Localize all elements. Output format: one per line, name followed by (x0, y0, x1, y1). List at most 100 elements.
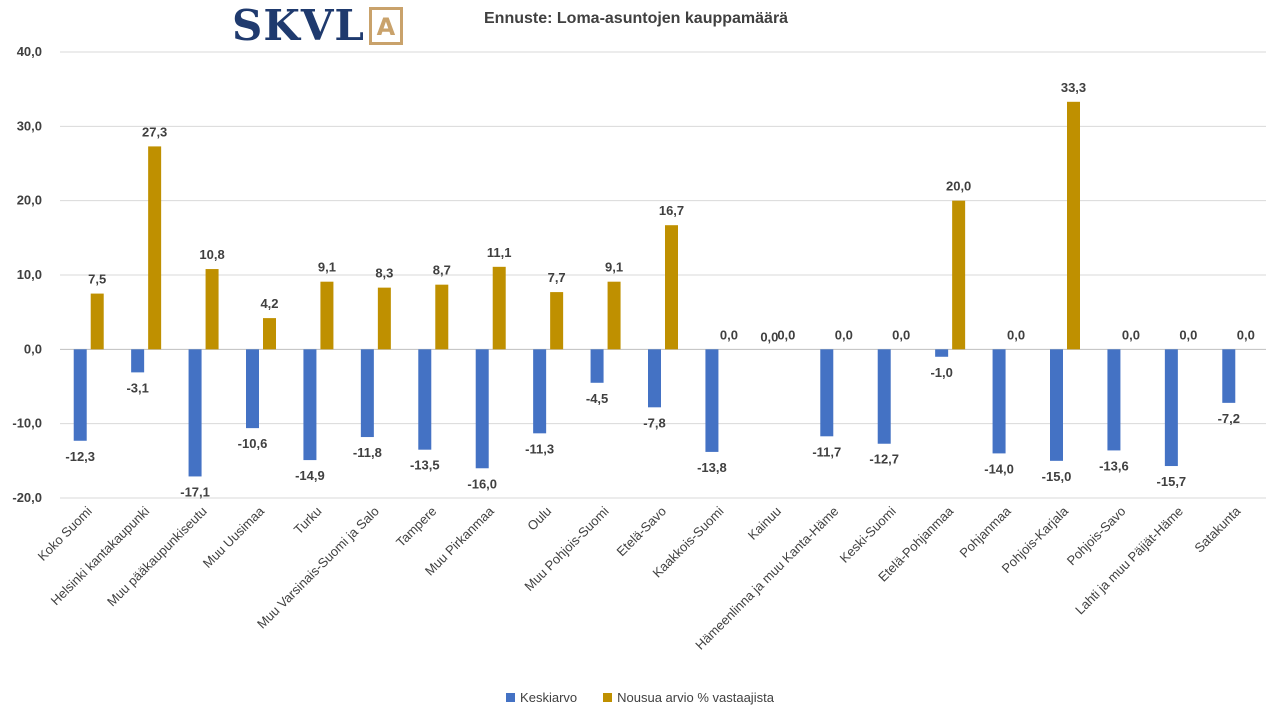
data-label-series-2: 27,3 (142, 124, 167, 139)
data-label-series-1: -14,0 (984, 461, 1014, 476)
data-label-series-1: -7,8 (643, 415, 665, 430)
data-label-series-2: 9,1 (318, 260, 336, 275)
data-label-series-2: 10,8 (199, 247, 224, 262)
x-tick-label: Pohjois-Savo (1064, 504, 1129, 569)
bar-keskiarvo (131, 349, 145, 373)
legend: Keskiarvo Nousua arvio % vastaajista (0, 690, 1280, 705)
x-tick-label: Oulu (524, 504, 554, 534)
x-tick-label: Muu Uusimaa (200, 503, 268, 571)
bar-keskiarvo (360, 349, 374, 438)
x-tick-label: Keski-Suomi (837, 503, 899, 565)
bar-keskiarvo (1050, 349, 1063, 461)
data-label-series-1: -15,7 (1157, 474, 1187, 489)
data-label-series-2: 0,0 (835, 327, 853, 342)
bar-series-2 (205, 269, 219, 350)
data-label-series-1: -17,1 (180, 484, 210, 499)
y-tick-label: 10,0 (17, 267, 42, 282)
data-label-series-2: 0,0 (1237, 327, 1255, 342)
x-tick-label: Turku (291, 504, 325, 538)
data-label-series-1: -11,3 (525, 441, 554, 456)
logo-text: SKVL (232, 1, 365, 50)
skvl-logo: SKVL A (232, 4, 403, 48)
y-tick-label: -10,0 (12, 416, 42, 431)
bar-chart: -20,0 -10,0 0,0 10,0 20,0 30,0 40,0 -12,3 7,5 Kok… (12, 44, 1266, 653)
legend-swatch-series-2 (603, 693, 613, 702)
data-label-series-2: 9,1 (605, 260, 623, 275)
data-label-series-1: -13,5 (410, 458, 440, 473)
bar-keskiarvo (418, 349, 432, 450)
data-label-series-2: 8,7 (433, 263, 451, 278)
bar-series-2 (90, 293, 104, 350)
bar-keskiarvo (877, 349, 891, 444)
bar-keskiarvo (705, 349, 719, 452)
data-label-series-1: -7,2 (1218, 411, 1240, 426)
x-tick-label: Muu Varsinais-Suomi ja Salo (254, 504, 382, 632)
data-label-series-2: 20,0 (946, 179, 971, 194)
data-label-series-1: -4,5 (586, 391, 608, 406)
data-label-series-1: -12,3 (65, 449, 95, 464)
data-label-series-1: -1,0 (930, 365, 952, 380)
bar-series-2 (377, 287, 391, 350)
x-tick-label: Pohjanmaa (957, 503, 1015, 561)
data-label-series-1: 0,0 (760, 329, 778, 344)
y-tick-label: 20,0 (17, 193, 42, 208)
bar-keskiarvo (1222, 349, 1236, 403)
logo-a-box: A (368, 7, 403, 45)
bar-keskiarvo (246, 349, 259, 429)
bar-series-2 (952, 200, 966, 350)
x-tick-label: Lahti ja muu Päijät-Häme (1072, 504, 1186, 618)
data-label-series-1: -11,7 (812, 444, 841, 459)
data-label-series-2: 16,7 (659, 203, 684, 218)
bar-keskiarvo (303, 349, 317, 461)
bar-series-2 (320, 281, 334, 350)
bar-series-2 (148, 146, 162, 350)
bar-series-2 (550, 292, 564, 350)
x-tick-label: Satakunta (1191, 503, 1244, 556)
bar-keskiarvo (1164, 349, 1178, 467)
bar-keskiarvo (935, 349, 949, 357)
data-label-series-2: 0,0 (720, 327, 738, 342)
x-tick-label: Tampere (393, 504, 439, 550)
data-label-series-1: -11,8 (353, 445, 382, 460)
legend-label-series-2: Nousua arvio % vastaajista (617, 690, 774, 705)
bar-keskiarvo (188, 349, 202, 477)
bar-series-2 (665, 225, 678, 350)
data-label-series-1: -12,7 (869, 452, 899, 467)
bar-series-2 (607, 281, 621, 350)
bar-keskiarvo (533, 349, 547, 434)
data-label-series-1: -16,0 (467, 476, 497, 491)
bar-series-2 (435, 284, 449, 350)
bar-series-2 (492, 266, 506, 350)
data-label-series-1: -13,6 (1099, 458, 1129, 473)
bar-keskiarvo (475, 349, 489, 469)
data-label-series-2: 0,0 (1179, 327, 1197, 342)
data-label-series-1: -15,0 (1042, 469, 1072, 484)
y-tick-label: -20,0 (12, 490, 42, 505)
y-tick-label: 30,0 (17, 118, 42, 133)
legend-swatch-series-1 (506, 693, 516, 702)
data-label-series-2: 0,0 (1122, 327, 1140, 342)
data-label-series-2: 4,2 (260, 296, 278, 311)
data-label-series-1: -13,8 (697, 460, 727, 475)
bar-keskiarvo (992, 349, 1006, 454)
data-label-series-1: -3,1 (126, 380, 148, 395)
x-tick-label: Etelä-Savo (614, 504, 670, 560)
bar-keskiarvo (1107, 349, 1121, 451)
data-label-series-2: 7,5 (88, 272, 106, 287)
y-tick-label: 0,0 (24, 341, 42, 356)
x-tick-label: Kainuu (745, 504, 784, 543)
chart-title: Ennuste: Loma-asuntojen kauppamäärä (484, 10, 789, 27)
x-tick-label: Muu pääkaupunkiseutu (104, 504, 210, 610)
bar-keskiarvo (73, 349, 87, 441)
data-label-series-1: -10,6 (238, 436, 268, 451)
bar-keskiarvo (648, 349, 661, 408)
data-label-series-2: 0,0 (777, 327, 795, 342)
data-label-series-2: 8,3 (375, 266, 393, 281)
bar-series-2 (1067, 101, 1080, 350)
y-tick-label: 40,0 (17, 44, 42, 59)
bar-keskiarvo (590, 349, 604, 383)
data-label-series-2: 7,7 (548, 270, 566, 285)
data-label-series-2: 0,0 (1007, 327, 1025, 342)
x-tick-label: Helsinki kantakaupunki (48, 503, 153, 608)
data-label-series-1: -14,9 (295, 468, 325, 483)
